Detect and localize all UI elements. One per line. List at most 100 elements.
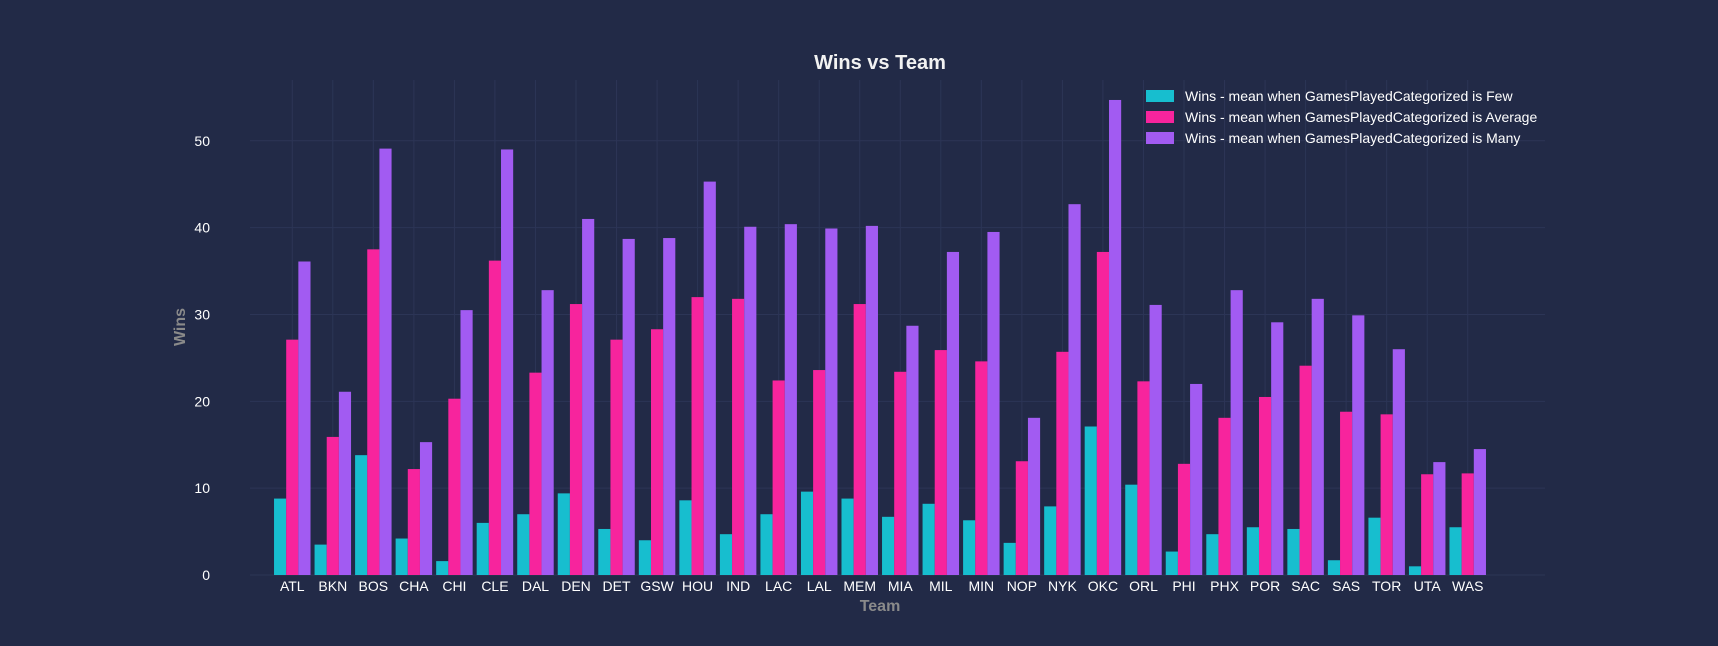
y-tick-label: 0 (202, 567, 210, 583)
bar-bkn-series-2 (326, 436, 339, 575)
bar-bos-series-2 (367, 249, 380, 575)
bar-phi-series-3 (1190, 383, 1203, 575)
bar-was-series-1 (1449, 527, 1462, 575)
legend-label: Wins - mean when GamesPlayedCategorized … (1185, 109, 1537, 125)
bar-was-series-3 (1473, 449, 1486, 575)
x-tick-label: MEM (843, 578, 876, 594)
bar-sac-series-3 (1311, 298, 1324, 575)
bar-uta-series-1 (1408, 566, 1422, 575)
bar-orl-series-2 (1137, 381, 1150, 575)
bar-atl-series-2 (286, 339, 299, 575)
bar-den-series-1 (557, 493, 570, 575)
bar-dal-series-1 (517, 514, 530, 575)
bar-gsw-series-3 (663, 238, 676, 576)
x-tick-label: DAL (522, 578, 549, 594)
bar-chi-series-3 (460, 310, 473, 575)
bar-sas-series-1 (1327, 560, 1341, 575)
bar-den-series-2 (569, 304, 583, 575)
bar-dal-series-3 (541, 290, 554, 575)
bar-uta-series-2 (1421, 474, 1434, 575)
bar-nyk-series-1 (1044, 506, 1057, 575)
bar-mia-series-3 (906, 325, 919, 575)
legend-label: Wins - mean when GamesPlayedCategorized … (1185, 130, 1520, 146)
bar-mia-series-2 (894, 371, 907, 575)
bar-gsw-series-2 (650, 329, 664, 575)
x-tick-label: PHX (1210, 578, 1239, 594)
y-tick-label: 10 (194, 480, 210, 496)
bar-okc-series-2 (1096, 251, 1110, 575)
legend-swatch (1146, 90, 1174, 102)
bar-por-series-2 (1258, 396, 1272, 575)
bar-hou-series-3 (703, 181, 716, 576)
bar-tor-series-3 (1392, 349, 1405, 575)
x-tick-label: BKN (318, 578, 347, 594)
bar-was-series-2 (1461, 473, 1474, 575)
bar-mil-series-3 (946, 251, 960, 575)
bar-orl-series-3 (1149, 304, 1162, 575)
x-tick-label: CHI (442, 578, 466, 594)
y-axis-title: Wins (172, 308, 189, 346)
bar-orl-series-1 (1125, 484, 1138, 575)
x-axis-title: Team (860, 598, 901, 615)
bar-lal-series-1 (800, 491, 814, 575)
bar-atl-series-3 (298, 261, 311, 575)
bar-por-series-1 (1246, 527, 1259, 575)
bar-ind-series-2 (732, 298, 745, 575)
bar-mem-series-3 (865, 225, 878, 575)
x-tick-label: PHI (1172, 578, 1195, 594)
x-tick-label: GSW (640, 578, 674, 594)
bar-hou-series-1 (679, 500, 692, 575)
bar-sac-series-2 (1299, 365, 1312, 575)
x-tick-label: ATL (280, 578, 305, 594)
bar-nyk-series-2 (1056, 351, 1069, 575)
bar-bos-series-1 (355, 455, 368, 575)
y-tick-label: 50 (194, 133, 210, 149)
bar-nyk-series-3 (1068, 204, 1081, 575)
bar-sac-series-1 (1287, 528, 1300, 575)
bar-uta-series-3 (1433, 462, 1446, 575)
bar-atl-series-1 (274, 498, 287, 575)
bar-bkn-series-1 (314, 544, 327, 575)
axis-layer: 0 10 20 30 40 50 ATL BKN BOS CHA CHI CLE DAL DEN DET GS… (194, 133, 1483, 594)
x-tick-label: LAC (765, 578, 792, 594)
bar-gsw-series-1 (638, 540, 651, 575)
legend-label: Wins - mean when GamesPlayedCategorized … (1185, 88, 1513, 104)
bar-lal-series-2 (813, 370, 826, 575)
bar-chi-series-2 (448, 398, 461, 575)
x-tick-label: ORL (1129, 578, 1158, 594)
x-tick-label: NOP (1007, 578, 1037, 594)
bar-okc-series-3 (1109, 99, 1122, 575)
x-tick-label: TOR (1372, 578, 1401, 594)
bar-mia-series-1 (882, 516, 895, 575)
x-tick-label: POR (1250, 578, 1280, 594)
bar-det-series-3 (622, 238, 635, 576)
x-tick-label: BOS (359, 578, 389, 594)
bar-lal-series-3 (825, 228, 838, 575)
legend-swatch (1146, 132, 1174, 144)
bar-sas-series-3 (1352, 315, 1365, 575)
bar-por-series-3 (1271, 322, 1284, 575)
bar-lac-series-3 (784, 224, 797, 575)
chart-title: Wins vs Team (814, 52, 946, 74)
bar-mem-series-1 (841, 498, 854, 575)
x-tick-label: SAC (1291, 578, 1320, 594)
bar-lac-series-2 (772, 380, 785, 575)
bar-phx-series-2 (1218, 417, 1231, 575)
bar-mil-series-2 (934, 350, 947, 575)
x-tick-label: OKC (1088, 578, 1118, 594)
bar-mil-series-1 (922, 503, 935, 575)
bar-ind-series-3 (744, 226, 757, 575)
legend-swatch (1146, 111, 1174, 123)
bar-lac-series-1 (760, 514, 773, 575)
bar-min-series-1 (963, 520, 976, 575)
bar-cha-series-3 (419, 442, 433, 575)
bar-tor-series-1 (1368, 517, 1381, 575)
bar-nop-series-1 (1003, 542, 1016, 575)
x-tick-label: MIN (968, 578, 994, 594)
bar-cle-series-3 (501, 149, 514, 575)
legend: Wins - mean when GamesPlayedCategorized … (1146, 88, 1537, 146)
bar-det-series-2 (610, 339, 623, 575)
bars-layer (274, 99, 1486, 576)
